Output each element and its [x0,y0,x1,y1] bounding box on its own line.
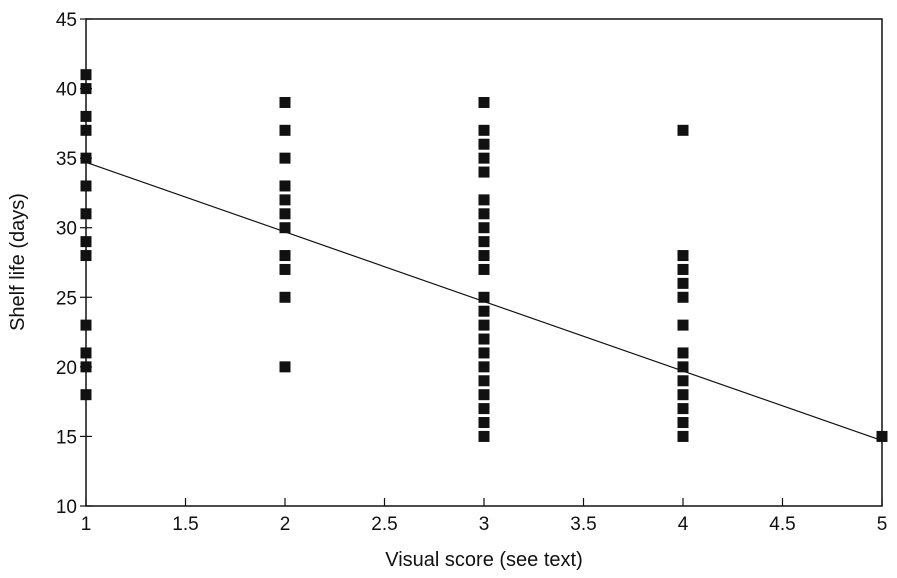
y-tick-label: 20 [56,358,77,379]
data-point [677,430,689,442]
data-point [478,361,490,373]
y-tick-label: 45 [56,10,77,31]
data-point [80,347,92,359]
data-point [677,389,689,401]
data-point [677,417,689,429]
data-point [279,208,291,220]
y-tick-label: 10 [56,497,77,518]
data-point [279,152,291,164]
data-point [80,124,92,136]
data-point [478,403,490,415]
data-point [279,291,291,303]
data-point [80,208,92,220]
data-point [677,250,689,262]
y-tick-label: 15 [56,427,77,448]
data-point [478,124,490,136]
data-point [478,389,490,401]
data-point [279,222,291,234]
data-point [478,96,490,108]
data-point [478,305,490,317]
data-point [279,96,291,108]
data-point [80,319,92,331]
data-point [80,389,92,401]
x-tick-label: 4.5 [769,514,795,535]
x-tick-label: 3 [479,514,490,535]
data-point [279,194,291,206]
data-point [677,403,689,415]
data-point [80,361,92,373]
data-point [876,430,888,442]
data-point [478,291,490,303]
data-point [677,375,689,387]
x-tick-label: 5 [877,514,888,535]
data-point [279,180,291,192]
data-point [478,333,490,345]
data-point [478,347,490,359]
data-point [478,250,490,262]
data-point [80,83,92,95]
y-tick-label: 40 [56,80,77,101]
data-point [478,208,490,220]
data-point [478,417,490,429]
data-point [478,319,490,331]
x-tick-label: 1 [81,514,92,535]
data-point [478,222,490,234]
y-tick-label: 30 [56,219,77,240]
data-point [478,166,490,178]
data-point [80,69,92,81]
data-point [677,319,689,331]
x-axis-label: Visual score (see text) [385,549,583,571]
data-points [80,69,888,442]
x-tick-label: 1.5 [172,514,198,535]
y-axis-label: Shelf life (days) [7,193,29,331]
data-point [478,194,490,206]
data-point [478,263,490,275]
data-point [80,236,92,248]
data-point [478,236,490,248]
x-tick-label: 4 [678,514,689,535]
data-point [279,263,291,275]
y-tick-labels: 10 15 20 25 30 35 40 45 [56,10,77,518]
data-point [677,291,689,303]
data-point [677,361,689,373]
data-point [80,110,92,122]
data-point [80,250,92,262]
x-tick-label: 2 [280,514,291,535]
y-tick-label: 25 [56,288,77,309]
x-tick-labels: 1 1.5 2 2.5 3 3.5 4 4.5 5 [81,514,888,535]
axis-ticks [80,18,883,507]
data-point [80,180,92,192]
data-point [478,152,490,164]
data-point [80,152,92,164]
data-point [478,375,490,387]
data-point [677,263,689,275]
y-tick-label: 35 [56,149,77,170]
data-point [279,361,291,373]
data-point [677,277,689,289]
data-point [677,124,689,136]
x-tick-label: 3.5 [570,514,596,535]
data-point [478,430,490,442]
data-point [279,124,291,136]
data-point [478,138,490,150]
data-point [279,250,291,262]
x-tick-label: 2.5 [371,514,397,535]
data-point [677,347,689,359]
